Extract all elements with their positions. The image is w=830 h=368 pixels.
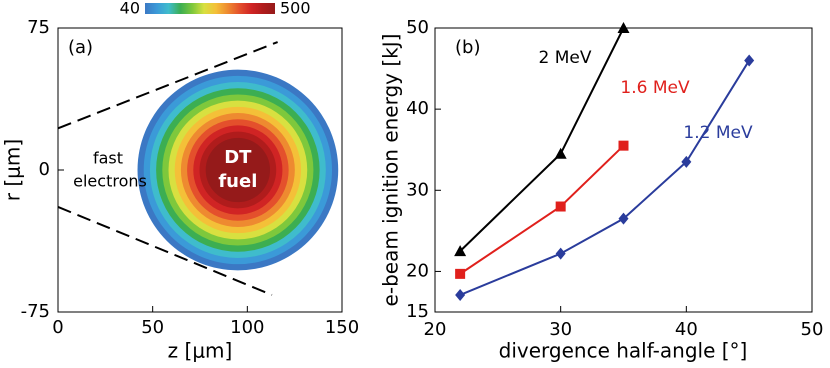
marker [617,22,630,33]
x-tick-label: 30 [549,319,572,340]
marker [455,268,466,279]
x-tick-label: 50 [801,319,824,340]
series-label: 1.2 MeV [683,123,753,143]
marker [744,54,755,67]
x-tick-label: 100 [230,317,264,338]
annotation: fuel [218,171,257,192]
contour-ring [205,137,271,203]
y-axis-label: r [μm] [1,139,25,201]
x-axis-label: z [μm] [168,339,233,363]
annotation: DT [224,147,252,168]
beam-edge [58,205,273,296]
marker [455,288,466,301]
x-tick-label: 0 [52,317,63,338]
marker [555,247,566,260]
x-tick-label: 50 [141,317,164,338]
contour-area [58,41,339,296]
x-tick-label: 150 [325,317,359,338]
marker [618,140,629,151]
series-line [459,144,625,275]
marker [555,201,566,212]
colorbar-label: 500 [280,0,311,18]
y-axis-label: e-beam ignition energy [kJ] [379,34,403,307]
plot-frame [434,27,813,313]
marker [618,212,629,225]
marker [454,245,467,257]
y-tick-label: 20 [406,260,429,281]
panel-label: (a) [68,37,93,58]
panel-label: (b) [455,37,480,58]
colorbar-label: 40 [120,0,140,18]
colorbar [145,3,275,14]
y-tick-label: -75 [21,301,50,322]
series-area [459,28,751,296]
marker [681,155,692,168]
y-tick-label: 0 [39,159,50,180]
y-tick-label: 75 [27,17,50,38]
y-tick-label: 40 [406,98,429,119]
annotation: fast [93,149,123,168]
x-tick-label: 20 [424,319,447,340]
x-axis-label: divergence half-angle [°] [499,339,748,363]
annotation: electrons [73,172,147,191]
y-tick-label: 50 [406,17,429,38]
marker [554,147,567,159]
y-tick-label: 30 [406,179,429,200]
series-label: 2 MeV [539,48,592,68]
series-line [459,59,751,296]
y-tick-label: 15 [406,301,429,322]
series-label: 1.6 MeV [620,78,690,98]
x-tick-label: 40 [675,319,698,340]
beam-edge [58,41,278,130]
